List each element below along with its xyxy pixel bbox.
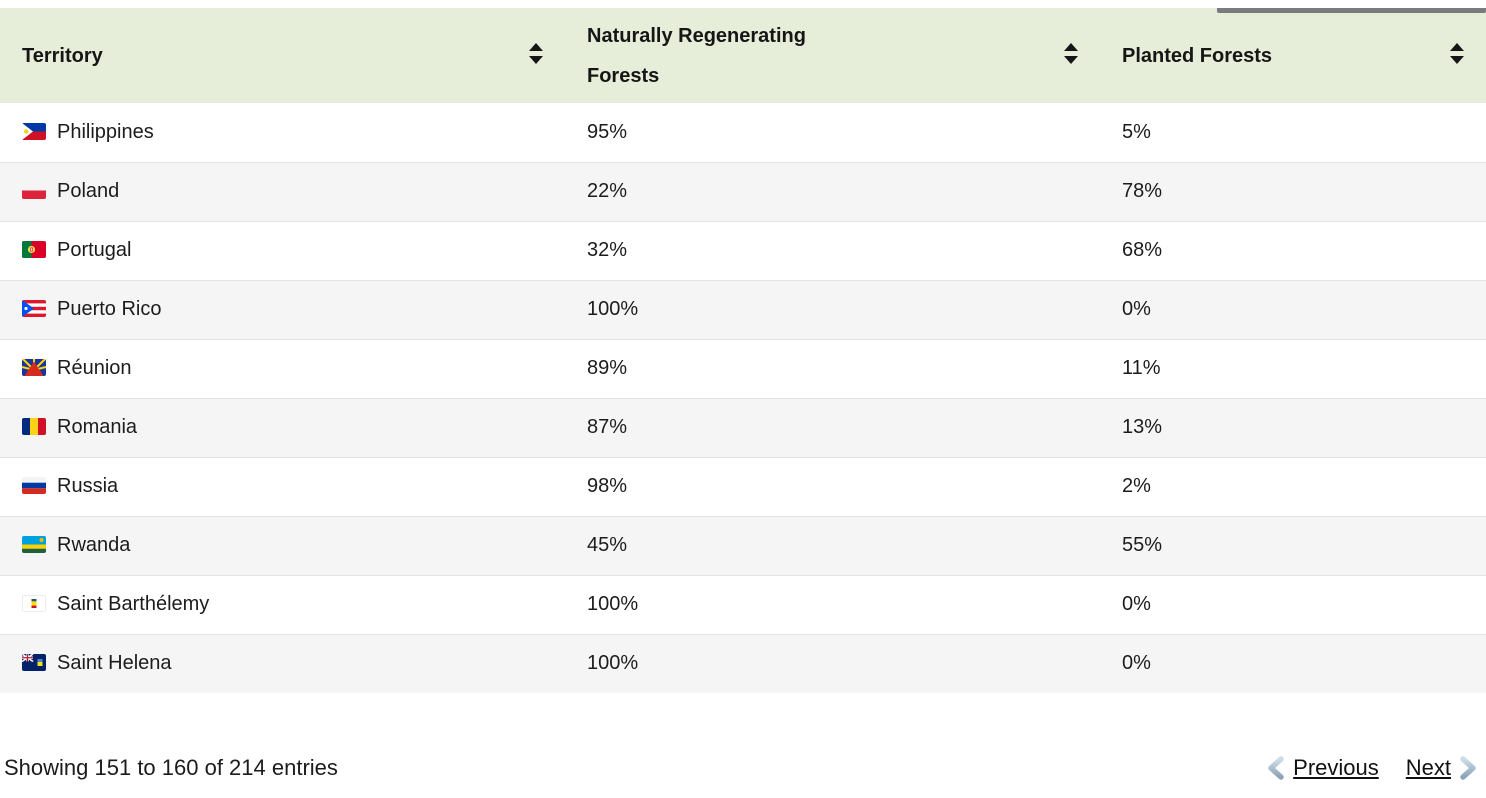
table-footer: Showing 151 to 160 of 214 entries Previo…: [0, 746, 1486, 790]
planted-cell: 11%: [1122, 357, 1161, 379]
territory-name: Portugal: [57, 239, 132, 261]
planted-cell: 55%: [1122, 534, 1163, 556]
territory-cell: Portugal: [0, 221, 565, 280]
territory-name: Réunion: [57, 357, 132, 379]
planted-cell: 13%: [1122, 416, 1163, 438]
territory-name: Philippines: [57, 120, 154, 143]
table-row: Portugal 32% 68%: [0, 221, 1486, 280]
territory-cell: Rwanda: [0, 516, 565, 575]
table-row: Philippines 95% 5%: [0, 103, 1486, 162]
planted-cell: 68%: [1122, 239, 1163, 261]
planted-cell: 0%: [1122, 593, 1151, 615]
forests-table-page: Territory Naturally Regenerating Forests: [0, 8, 1486, 798]
previous-link[interactable]: Previous: [1293, 755, 1379, 780]
column-header-planted-forests[interactable]: Planted Forests: [1100, 8, 1486, 103]
chevron-left-icon[interactable]: [1266, 756, 1286, 780]
natural-cell: 95%: [587, 120, 628, 143]
territory-name: Saint Helena: [57, 652, 172, 675]
planted-cell: 0%: [1122, 652, 1151, 675]
table-row: Rwanda 45% 55%: [0, 516, 1486, 575]
territory-name: Romania: [57, 416, 138, 438]
entries-status: Showing 151 to 160 of 214 entries: [4, 755, 338, 780]
table-row: Réunion 89% 11%: [0, 339, 1486, 398]
forests-table: Territory Naturally Regenerating Forests: [0, 8, 1486, 693]
territory-name: Rwanda: [57, 534, 131, 556]
natural-cell: 87%: [587, 416, 628, 438]
table-row: Poland 22% 78%: [0, 162, 1486, 221]
table-row: Romania 87% 13%: [0, 398, 1486, 457]
territory-cell: Réunion: [0, 339, 565, 398]
natural-cell: 98%: [587, 475, 628, 497]
column-label-planted-forests: Planted Forests: [1122, 44, 1273, 67]
natural-cell: 100%: [587, 298, 639, 320]
search-input[interactable]: [1217, 8, 1486, 13]
table-row: Russia 98% 2%: [0, 457, 1486, 516]
territory-cell: Poland: [0, 162, 565, 221]
rwanda-flag-icon: [22, 536, 46, 553]
column-label-territory: Territory: [22, 44, 103, 67]
planted-cell: 0%: [1122, 298, 1151, 320]
column-header-territory[interactable]: Territory: [0, 8, 565, 103]
sort-icon[interactable]: [529, 42, 543, 69]
sort-icon[interactable]: [1064, 42, 1078, 69]
chevron-right-icon[interactable]: [1458, 756, 1478, 780]
puerto-rico-flag-icon: [22, 300, 46, 317]
table-row: Saint Helena 100% 0%: [0, 634, 1486, 693]
territory-name: Puerto Rico: [57, 298, 162, 320]
column-label-naturally-regenerating: Naturally Regenerating Forests: [587, 24, 806, 87]
sort-icon[interactable]: [1450, 42, 1464, 69]
philippines-flag-icon: [22, 122, 46, 140]
russia-flag-icon: [22, 477, 46, 494]
poland-flag-icon: [22, 182, 46, 199]
territory-cell: Saint Barthélemy: [0, 575, 565, 634]
natural-cell: 45%: [587, 534, 628, 556]
natural-cell: 100%: [587, 652, 639, 675]
territory-cell: Russia: [0, 457, 565, 516]
territory-cell: Puerto Rico: [0, 280, 565, 339]
table-row: Puerto Rico 100% 0%: [0, 280, 1486, 339]
natural-cell: 22%: [587, 180, 628, 202]
table-header-row: Territory Naturally Regenerating Forests: [0, 8, 1486, 103]
saint-helena-flag-icon: [22, 654, 46, 672]
planted-cell: 78%: [1122, 180, 1163, 202]
natural-cell: 32%: [587, 239, 628, 261]
romania-flag-icon: [22, 418, 46, 435]
pagination: Previous Next: [1266, 755, 1478, 781]
planted-cell: 5%: [1122, 120, 1151, 143]
territory-cell: Saint Helena: [0, 634, 565, 693]
table-row: Saint Barthélemy 100% 0%: [0, 575, 1486, 634]
territory-name: Russia: [57, 475, 119, 497]
territory-name: Poland: [57, 180, 120, 202]
territory-cell: Romania: [0, 398, 565, 457]
territory-name: Saint Barthélemy: [57, 593, 210, 615]
planted-cell: 2%: [1122, 475, 1151, 497]
next-link[interactable]: Next: [1405, 755, 1451, 780]
territory-cell: Philippines: [0, 103, 565, 162]
column-header-naturally-regenerating[interactable]: Naturally Regenerating Forests: [565, 8, 1100, 103]
saint-barthelemy-flag-icon: [22, 595, 46, 612]
natural-cell: 89%: [587, 357, 628, 379]
natural-cell: 100%: [587, 593, 639, 615]
reunion-flag-icon: [22, 359, 46, 376]
portugal-flag-icon: [22, 241, 46, 258]
